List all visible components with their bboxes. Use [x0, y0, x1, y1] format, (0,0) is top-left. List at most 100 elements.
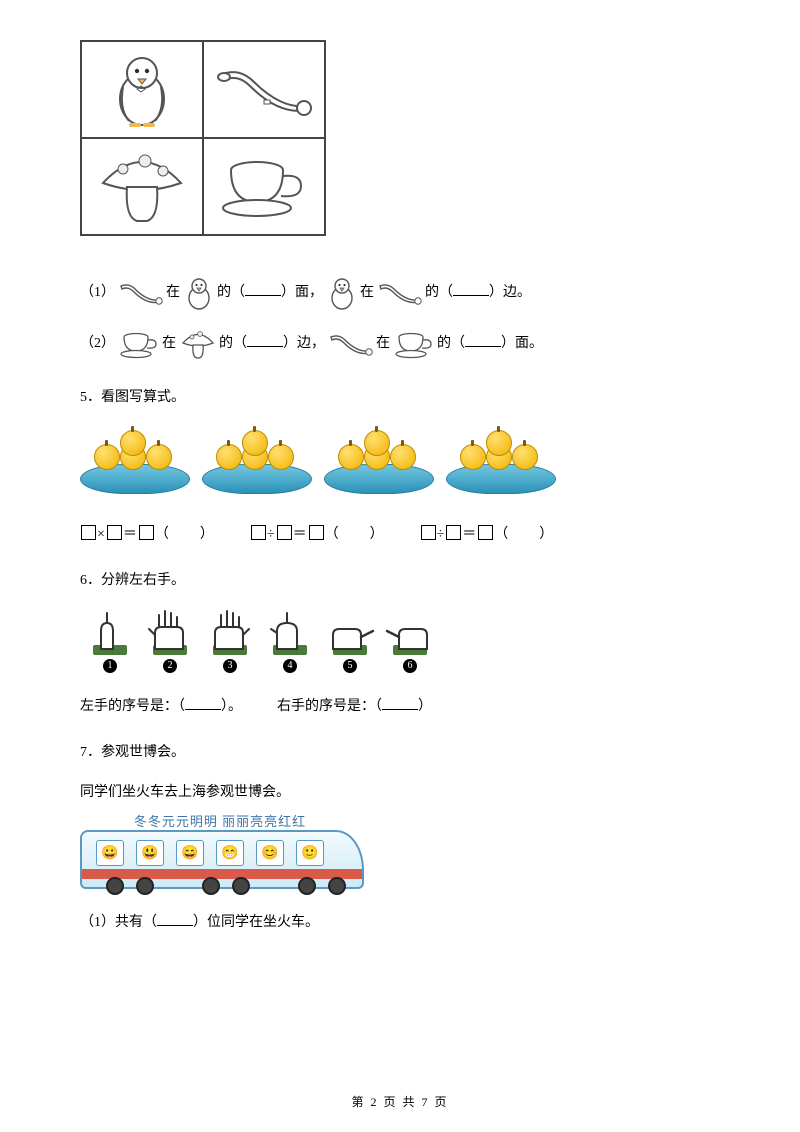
tail2: （ ）: [325, 527, 385, 542]
grid-row-2: [81, 138, 325, 235]
penguin-small-icon-2: [327, 276, 357, 310]
train-wheel: [202, 877, 220, 895]
question-7: 7．参观世博会。 同学们坐火车去上海参观世博会。 冬冬元元明明 丽丽亮亮红红 😀…: [80, 741, 720, 931]
q5-num: 5．: [80, 390, 101, 405]
train-wheel: [106, 877, 124, 895]
q2-text-2: 的（: [219, 336, 247, 351]
blank[interactable]: [453, 281, 489, 296]
train-window: 😄: [176, 840, 204, 866]
blank[interactable]: [245, 281, 281, 296]
apple-plate: [80, 424, 188, 494]
q1-text-2: 的（: [217, 285, 245, 300]
q2-text-3: ）边，: [283, 336, 325, 351]
cup-small-icon: [119, 329, 159, 359]
op1: ×: [97, 527, 106, 542]
q2-label: （2）: [80, 336, 115, 351]
image-grid: [80, 40, 326, 236]
worksheet-page: （1） 在 的（）面， 在 的（）边。 （2） 在 的（）边， 在: [0, 0, 800, 1132]
blank[interactable]: [185, 695, 221, 710]
horn-small-icon-2: [378, 280, 422, 306]
box[interactable]: [251, 525, 266, 540]
q6-title: 分辨左右手。: [101, 573, 185, 588]
train-figure: 冬冬元元明明 丽丽亮亮红红 😀😃😄😁😊🙂: [80, 811, 360, 889]
op3: ÷: [437, 527, 446, 542]
horn-small-icon: [119, 280, 163, 306]
cell-cup: [203, 138, 325, 235]
q2-text-4: 在: [376, 336, 390, 351]
question-2: （2） 在 的（ ）边， 在 的（ ）面。: [80, 328, 720, 360]
hand-1: 1: [80, 609, 140, 673]
q6-num: 6．: [80, 573, 101, 588]
q7-title: 参观世博会。: [101, 745, 185, 760]
horn-icon: [214, 60, 314, 120]
question-6: 6．分辨左右手。 123456 左手的序号是：（）。 右手的序号是：（）: [80, 569, 720, 715]
q2-text-5: 的（: [437, 336, 465, 351]
q5-title: 看图写算式。: [101, 390, 185, 405]
grid-row-1: [81, 41, 325, 138]
cell-horn: [203, 41, 325, 138]
tail1: （ ）: [155, 527, 215, 542]
train-wheel: [328, 877, 346, 895]
apple-plate: [202, 424, 310, 494]
apple-plates-figure: [80, 424, 720, 499]
hand-6: 6: [380, 609, 440, 673]
cell-penguin: [81, 41, 203, 138]
train-wheel: [136, 877, 154, 895]
cup-small-icon-2: [394, 329, 434, 359]
q1-text-4: 在: [360, 285, 374, 300]
page-footer: 第 2 页 共 7 页: [0, 1093, 800, 1110]
q7-sub1: （1）共有（）位同学在坐火车。: [80, 911, 720, 931]
question-1: （1） 在 的（）面， 在 的（）边。: [80, 276, 720, 310]
hand-2: 2: [140, 609, 200, 673]
train-window: 😊: [256, 840, 284, 866]
q6-answers: 左手的序号是：（）。 右手的序号是：（）: [80, 695, 720, 715]
blank[interactable]: [465, 332, 501, 347]
q7-num: 7．: [80, 745, 101, 760]
q6-right-a: 右手的序号是：（: [277, 699, 382, 714]
hands-figure: 123456: [80, 609, 720, 673]
q7-subtitle: 同学们坐火车去上海参观世博会。: [80, 781, 720, 801]
blank[interactable]: [247, 332, 283, 347]
op2: ÷: [267, 527, 276, 542]
box[interactable]: [421, 525, 436, 540]
footer-c: 页: [430, 1095, 449, 1109]
train-body: 😀😃😄😁😊🙂: [80, 830, 364, 889]
q1-text-1: 在: [166, 285, 180, 300]
q1-text-6: ）边。: [489, 285, 531, 300]
train-wheel: [232, 877, 250, 895]
apple-plate: [324, 424, 432, 494]
question-5: 5．看图写算式。 ×＝（ ） ÷＝（ ） ÷＝（ ）: [80, 386, 720, 543]
blank[interactable]: [382, 695, 418, 710]
train-window: 😁: [216, 840, 244, 866]
q1-label: （1）: [80, 285, 115, 300]
box[interactable]: [309, 525, 324, 540]
hand-4: 4: [260, 609, 320, 673]
apple-plate: [446, 424, 554, 494]
hand-3: 3: [200, 609, 260, 673]
q6-left-b: ）。: [221, 699, 242, 714]
q2-text-1: 在: [162, 336, 176, 351]
cell-mushroom: [81, 138, 203, 235]
mushroom-small-icon: [180, 328, 216, 360]
q7-sub1-a: （1）共有（: [80, 915, 157, 930]
footer-a: 第: [351, 1095, 370, 1109]
q1-text-5: 的（: [425, 285, 453, 300]
q6-right-b: ）: [418, 699, 432, 714]
train-stripe: [82, 869, 362, 879]
equations: ×＝（ ） ÷＝（ ） ÷＝（ ）: [80, 523, 720, 543]
tail3: （ ）: [494, 527, 554, 542]
horn-small-icon-3: [329, 331, 373, 357]
box[interactable]: [478, 525, 493, 540]
box[interactable]: [446, 525, 461, 540]
box[interactable]: [107, 525, 122, 540]
mushroom-icon: [97, 147, 187, 227]
box[interactable]: [139, 525, 154, 540]
blank[interactable]: [157, 911, 193, 926]
box[interactable]: [81, 525, 96, 540]
train-window: 😀: [96, 840, 124, 866]
hand-5: 5: [320, 609, 380, 673]
penguin-small-icon: [184, 276, 214, 310]
q2-text-6: ）面。: [501, 336, 543, 351]
box[interactable]: [277, 525, 292, 540]
train-window: 😃: [136, 840, 164, 866]
